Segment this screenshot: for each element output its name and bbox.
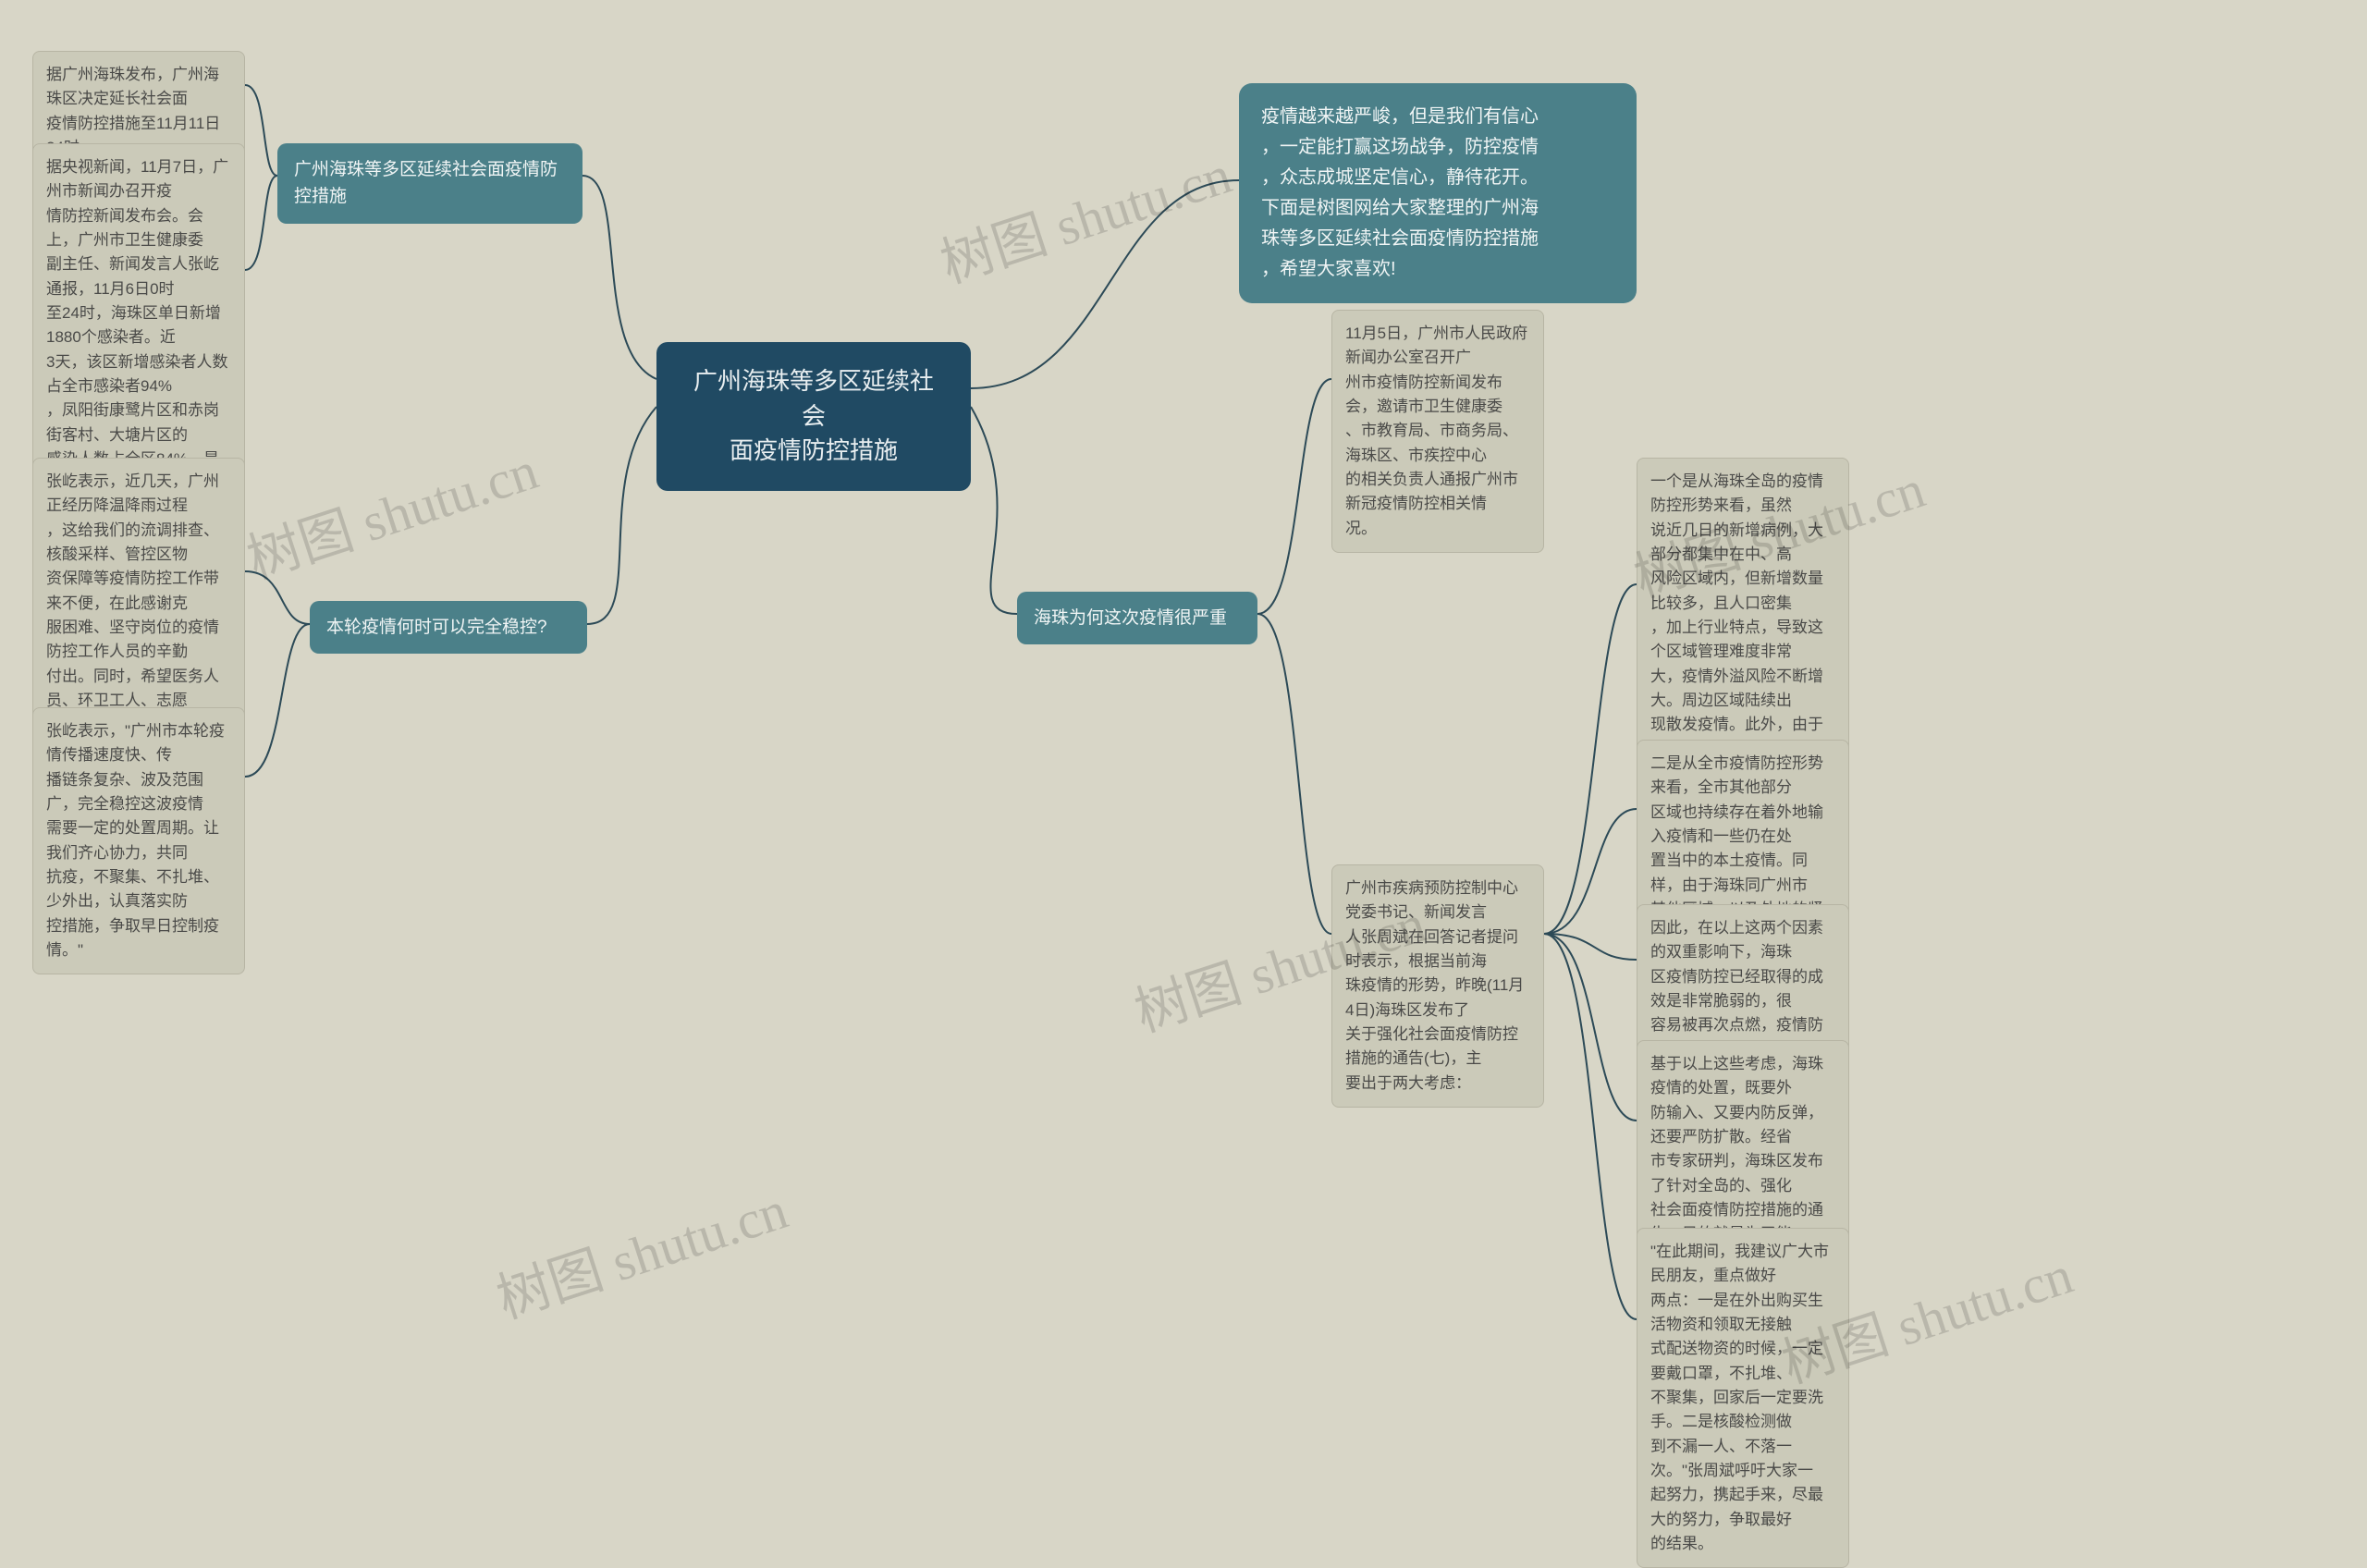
watermark-text: 树图 shutu.cn (929, 131, 1239, 298)
mindmap-root[interactable]: 广州海珠等多区延续社会面疫情防控措施 (656, 342, 971, 491)
branch-left-when-stable[interactable]: 本轮疫情何时可以完全稳控? (310, 601, 587, 654)
leaf-l2b[interactable]: 张屹表示，"广州市本轮疫情传播速度快、传播链条复杂、波及范围广，完全稳控这波疫情… (32, 707, 245, 974)
leaf-r2a-text: 11月5日，广州市人民政府新闻办公室召开广州市疫情防控新闻发布会，邀请市卫生健康… (1345, 325, 1527, 537)
watermark-text: 树图 shutu.cn (236, 427, 546, 594)
leaf-r3e-text: "在此期间，我建议广大市民朋友，重点做好两点：一是在外出购买生活物资和领取无接触… (1650, 1243, 1829, 1552)
intro-text: 疫情越来越严峻，但是我们有信心，一定能打赢这场战争，防控疫情，众志成城坚定信心，… (1261, 106, 1539, 279)
leaf-r2b[interactable]: 广州市疾病预防控制中心党委书记、新闻发言人张周斌在回答记者提问时表示，根据当前海… (1331, 864, 1544, 1108)
branch-right-why-severe[interactable]: 海珠为何这次疫情很严重 (1017, 592, 1257, 644)
leaf-r3e[interactable]: "在此期间，我建议广大市民朋友，重点做好两点：一是在外出购买生活物资和领取无接触… (1637, 1228, 1849, 1568)
branch-left-extend-measures[interactable]: 广州海珠等多区延续社会面疫情防控措施 (277, 143, 583, 224)
branch-intro[interactable]: 疫情越来越严峻，但是我们有信心，一定能打赢这场战争，防控疫情，众志成城坚定信心，… (1239, 83, 1637, 303)
watermark-text: 树图 shutu.cn (485, 1167, 795, 1333)
branch-left1-text: 广州海珠等多区延续社会面疫情防控措施 (294, 160, 558, 206)
leaf-r2b-text: 广州市疾病预防控制中心党委书记、新闻发言人张周斌在回答记者提问时表示，根据当前海… (1345, 879, 1524, 1092)
root-text: 广州海珠等多区延续社会面疫情防控措施 (693, 367, 934, 464)
leaf-l2b-text: 张屹表示，"广州市本轮疫情传播速度快、传播链条复杂、波及范围广，完全稳控这波疫情… (46, 722, 225, 959)
branch-left2-text: 本轮疫情何时可以完全稳控? (326, 618, 547, 637)
leaf-r2a[interactable]: 11月5日，广州市人民政府新闻办公室召开广州市疫情防控新闻发布会，邀请市卫生健康… (1331, 310, 1544, 553)
branch-right2-text: 海珠为何这次疫情很严重 (1034, 608, 1227, 628)
